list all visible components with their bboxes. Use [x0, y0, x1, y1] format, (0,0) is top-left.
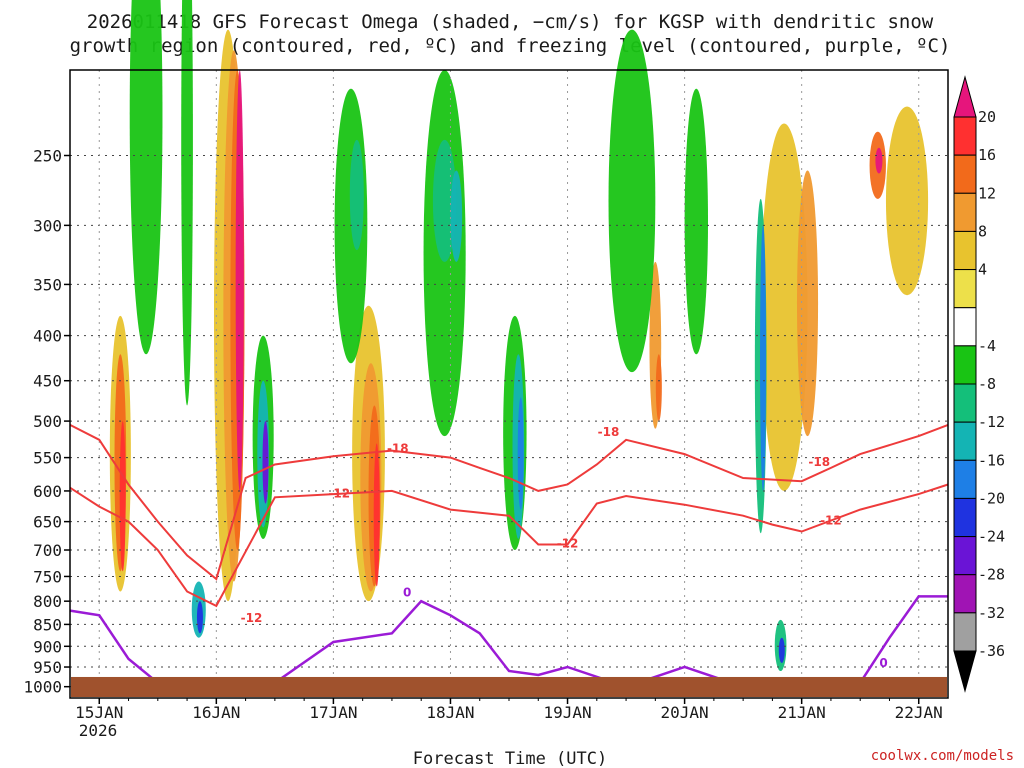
x-tick-label-16JAN: 16JAN — [192, 703, 240, 722]
colorbar-segment-11 — [953, 497, 977, 538]
contour-label-red-3: -18 — [598, 425, 620, 439]
contour-label-red-1: -12 — [328, 486, 350, 500]
contour-label-red-6: -12 — [820, 514, 842, 528]
omega-blob-18 — [129, 0, 163, 355]
colorbar-tick-label-7: -12 — [978, 413, 1005, 431]
omega-blob-12 — [796, 170, 819, 437]
colorbar-segment-1 — [953, 116, 977, 156]
credit-label: coolwx.com/models — [871, 748, 1014, 764]
omega-blob-3 — [235, 69, 244, 491]
colorbar-tick-label-12: -32 — [978, 604, 1005, 622]
chart-title-line1: 2026011418 GFS Forecast Omega (shaded, −… — [87, 11, 934, 33]
omega-blob-15 — [885, 106, 929, 296]
y-tick-label-400: 400 — [33, 327, 62, 346]
omega-blob-38 — [778, 637, 785, 663]
y-tick-label-800: 800 — [33, 592, 62, 611]
colorbar-segment-4 — [953, 230, 977, 271]
colorbar-tick-label-11: -28 — [978, 566, 1005, 584]
colorbar-legend: 20 16 12 8 4 -4 -8 -12 -16 -20 -24 -28 -32 -36 — [953, 75, 1005, 693]
colorbar-segment-10 — [953, 459, 977, 499]
y-tick-label-600: 600 — [33, 482, 62, 501]
x-tick-label-17JAN: 17JAN — [309, 703, 357, 722]
x-tick-label-21JAN: 21JAN — [778, 703, 826, 722]
y-tick-label-550: 550 — [33, 449, 62, 468]
time-axis: 15JAN 16JAN 17JAN 18JAN 19JAN 20JAN 21JAN 22JAN — [75, 698, 943, 722]
x-year-label: 2026 — [79, 721, 118, 740]
colorbar-top-arrow — [953, 75, 977, 118]
y-tick-label-700: 700 — [33, 541, 62, 560]
colorbar-segment-12 — [953, 536, 977, 576]
colorbar-tick-label-8: -16 — [978, 451, 1005, 469]
colorbar-segment-6 — [953, 307, 977, 347]
colorbar-tick-label-3: 8 — [978, 222, 987, 240]
colorbar-tick-label-4: 4 — [978, 261, 987, 279]
colorbar-segment-3 — [953, 192, 977, 232]
ground-terrain — [71, 676, 947, 697]
omega-blob-31 — [608, 29, 656, 373]
y-tick-label-850: 850 — [33, 615, 62, 634]
colorbar-tick-label-5: -4 — [978, 337, 996, 355]
plot-area: -18 -12 -12 -18 -12 -18 -12 0 0 — [69, 0, 949, 699]
x-tick-label-15JAN: 15JAN — [75, 703, 123, 722]
omega-blob-32 — [684, 88, 709, 355]
colorbar-segment-13 — [953, 574, 977, 614]
omega-blob-10 — [373, 443, 380, 587]
contour-label-red-5: -18 — [808, 455, 830, 469]
chart-title-line2: growth region (contoured, red, ºC) and f… — [70, 35, 951, 57]
x-tick-label-22JAN: 22JAN — [895, 703, 943, 722]
ground-fill — [71, 676, 947, 697]
colorbar-segment-5 — [953, 269, 977, 309]
colorbar-segment-2 — [953, 154, 977, 194]
omega-shading — [109, 0, 929, 672]
omega-blob-25 — [450, 170, 463, 262]
colorbar-tick-label-2: 12 — [978, 184, 996, 202]
y-tick-label-300: 300 — [33, 216, 62, 235]
omega-blob-11 — [760, 123, 808, 491]
pressure-axis: 250 300 350 400 450 500 550 600 650 700 750 800 850 9… — [23, 146, 70, 697]
y-tick-label-500: 500 — [33, 412, 62, 431]
colorbar-tick-label-10: -24 — [978, 528, 1005, 546]
omega-blob-14 — [875, 147, 883, 174]
omega-blob-6 — [119, 421, 126, 572]
y-tick-label-250: 250 — [33, 146, 62, 165]
contour-label-purple-1: 0 — [879, 656, 887, 670]
colorbar-segment-9 — [953, 421, 977, 461]
omega-blob-34 — [760, 225, 767, 491]
x-tick-label-20JAN: 20JAN — [661, 703, 709, 722]
y-tick-label-750: 750 — [33, 567, 62, 586]
contour-label-red-0: -18 — [387, 442, 409, 456]
omega-blob-17 — [655, 354, 662, 422]
colorbar-bottom-arrow — [953, 650, 977, 693]
omega-blob-36 — [196, 601, 203, 634]
contour-label-red-4: -12 — [557, 536, 579, 550]
x-tick-label-18JAN: 18JAN — [426, 703, 474, 722]
x-axis-title: Forecast Time (UTC) — [413, 749, 607, 768]
y-tick-label-350: 350 — [33, 275, 62, 294]
y-tick-label-950: 950 — [33, 658, 62, 677]
y-tick-label-1000: 1000 — [23, 678, 62, 697]
omega-blob-22 — [262, 421, 269, 504]
x-tick-label-19JAN: 19JAN — [543, 703, 591, 722]
y-tick-label-900: 900 — [33, 637, 62, 656]
colorbar-segment-14 — [953, 612, 977, 652]
contour-series-0 — [69, 483, 949, 608]
colorbar-tick-label-9: -20 — [978, 489, 1005, 507]
colorbar-tick-label-6: -8 — [978, 375, 996, 393]
omega-blob-30 — [517, 397, 524, 510]
colorbar-segment-8 — [953, 383, 977, 423]
colorbar-tick-label-13: -36 — [978, 642, 1005, 660]
y-tick-label-450: 450 — [33, 372, 62, 391]
contour-series-1 — [69, 423, 949, 581]
colorbar-segment-7 — [953, 345, 977, 385]
omega-blob-27 — [349, 139, 364, 251]
omega-blob-19 — [181, 0, 193, 406]
y-tick-label-650: 650 — [33, 513, 62, 532]
contour-label-red-2: -12 — [241, 611, 263, 625]
colorbar-tick-label-0: 20 — [978, 108, 996, 126]
colorbar-tick-label-1: 16 — [978, 146, 996, 164]
contour-label-purple-0: 0 — [403, 585, 411, 599]
